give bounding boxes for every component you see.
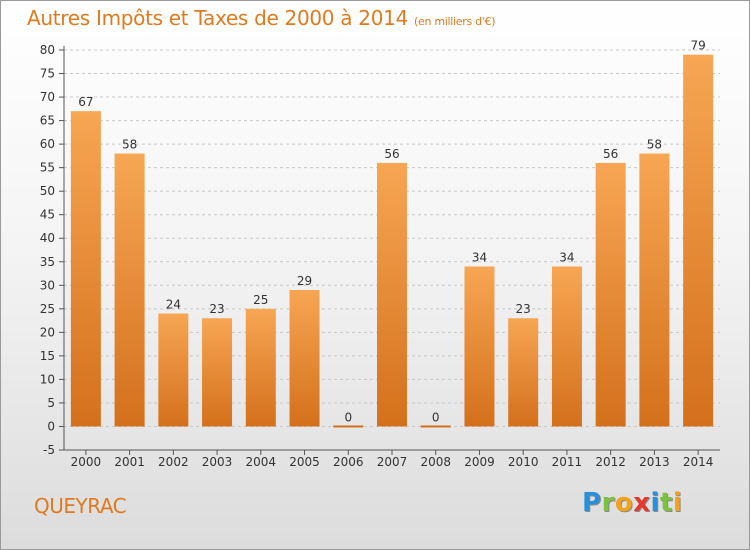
logo-letter: t [659,488,673,518]
data-label: 67 [78,95,93,109]
bar-2012 [595,162,626,427]
data-label: 34 [472,250,487,264]
x-tick-label: 2011 [552,455,583,469]
data-label: 23 [516,302,531,316]
y-tick-label: 20 [40,325,55,339]
y-tick-label: 30 [40,278,55,292]
x-tick-label: 2010 [508,455,539,469]
data-label: 0 [432,410,440,424]
bar-2007 [377,162,407,427]
x-tick-label: 2000 [71,455,102,469]
y-tick-label: 5 [47,396,55,410]
bar-2006 [333,425,364,428]
x-tick-label: 2006 [333,455,364,469]
logo-letter: r [601,488,615,518]
y-tick-label: 55 [40,161,55,175]
y-tick-label: 15 [40,349,55,363]
data-label: 23 [209,302,224,316]
logo-letter: o [614,488,634,518]
x-tick-label: 2009 [464,455,495,469]
logo-letter: x [633,488,651,518]
x-tick-label: 2012 [595,455,626,469]
x-tick-label: 2007 [377,455,408,469]
data-label: 24 [166,298,181,312]
bar-2003 [202,318,233,427]
logo-letter: P [582,488,602,518]
title-unit: (en milliers d'€) [414,15,496,28]
y-tick-label: 35 [40,255,55,269]
data-label: 56 [603,147,618,161]
x-tick-label: 2005 [289,455,320,469]
bar-2001 [114,153,145,427]
data-label: 58 [122,138,137,152]
bar-2010 [508,318,539,427]
bar-2014 [683,54,714,427]
data-label: 0 [344,410,352,424]
chart-title: Autres Impôts et Taxes de 2000 à 2014 (en… [27,6,495,30]
data-label: 29 [297,274,312,288]
y-tick-label: 65 [40,114,55,128]
x-tick-label: 2014 [683,455,714,469]
y-tick-label: 0 [47,419,55,433]
logo-letter: i [650,488,660,518]
x-tick-label: 2002 [158,455,189,469]
data-label: 58 [647,138,662,152]
data-label: 79 [690,39,705,53]
y-tick-label: 75 [40,67,55,81]
data-label: 56 [384,147,399,161]
bar-2002 [158,313,189,427]
y-tick-label: 25 [40,302,55,316]
bar-2004 [245,308,276,427]
y-tick-label: 70 [40,90,55,104]
x-tick-label: 2004 [246,455,277,469]
data-label: 25 [253,293,268,307]
place-name: QUEYRAC [34,494,127,518]
y-tick-label: 50 [40,184,55,198]
bar-2000 [70,111,101,427]
bar-2009 [464,266,495,427]
y-tick-label: 60 [40,137,55,151]
x-tick-label: 2008 [420,455,451,469]
x-tick-label: 2003 [202,455,233,469]
data-label: 34 [559,250,574,264]
logo-letter: i [672,488,683,518]
bar-2011 [551,266,582,427]
y-tick-label: 80 [40,43,55,57]
y-tick-label: 45 [40,208,55,222]
bar-2008 [420,425,451,428]
x-tick-label: 2013 [639,455,670,469]
x-tick-label: 2001 [114,455,145,469]
y-tick-label: 40 [40,231,55,245]
proxiti-logo: Proxiti [582,488,682,518]
bar-2013 [639,153,670,427]
title-text: Autres Impôts et Taxes de 2000 à 2014 [27,6,408,30]
bar-2005 [289,290,320,427]
y-tick-label: 10 [40,372,55,386]
y-tick-label: -5 [43,443,55,457]
